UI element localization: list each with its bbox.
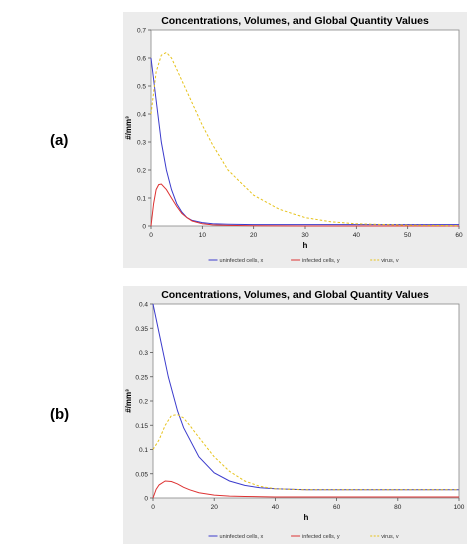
- y-axis-label: #/mm³: [124, 389, 133, 413]
- x-axis-label: h: [303, 241, 308, 250]
- y-tick-label: 0.1: [137, 196, 146, 203]
- series-line-virus: [150, 51, 460, 227]
- y-tick-label: 0.15: [135, 423, 148, 430]
- y-tick-label: 0.1: [139, 447, 148, 454]
- chart-title: Concentrations, Volumes, and Global Quan…: [161, 15, 429, 27]
- x-tick-label: 50: [404, 232, 412, 239]
- series-line-infected-cells: [150, 183, 459, 227]
- series-line-uninfected-cells: [152, 303, 459, 491]
- y-tick-label: 0.2: [139, 399, 148, 406]
- chart-title: Concentrations, Volumes, and Global Quan…: [161, 289, 429, 301]
- chart-a-svg: Concentrations, Volumes, and Global Quan…: [124, 15, 463, 264]
- x-tick-label: 0: [151, 504, 155, 511]
- x-tick-label: 20: [211, 504, 219, 511]
- chart-b-svg: Concentrations, Volumes, and Global Quan…: [124, 289, 465, 540]
- x-tick-label: 40: [272, 504, 280, 511]
- x-tick-label: 100: [454, 504, 465, 511]
- y-tick-label: 0.4: [139, 302, 148, 309]
- chart-panel-a: Concentrations, Volumes, and Global Quan…: [123, 12, 467, 268]
- y-tick-label: 0.05: [135, 471, 148, 478]
- y-tick-label: 0.6: [137, 56, 146, 63]
- chart-panel-b: Concentrations, Volumes, and Global Quan…: [123, 286, 467, 544]
- x-tick-label: 20: [250, 232, 258, 239]
- x-tick-label: 60: [333, 504, 341, 511]
- y-tick-label: 0.7: [137, 28, 146, 35]
- y-tick-label: 0.25: [135, 374, 148, 381]
- plot-area: [152, 303, 460, 499]
- panel-label-b: (b): [50, 406, 70, 423]
- y-axis-label: #/mm³: [124, 116, 133, 140]
- legend-entry: infected cells, y: [302, 534, 340, 540]
- series-line-virus: [152, 414, 459, 491]
- legend-entry: virus, v: [381, 258, 399, 264]
- legend-entry: infected cells, y: [302, 258, 340, 264]
- y-tick-label: 0.3: [139, 350, 148, 357]
- series-line-infected-cells: [152, 480, 459, 499]
- y-tick-label: 0: [142, 224, 146, 231]
- y-tick-label: 0.4: [137, 112, 146, 119]
- y-tick-label: 0.5: [137, 84, 146, 91]
- x-tick-label: 30: [301, 232, 309, 239]
- legend-entry: virus, v: [381, 534, 399, 540]
- y-tick-label: 0.3: [137, 140, 146, 147]
- x-tick-label: 80: [394, 504, 402, 511]
- series-line-uninfected-cells: [150, 57, 459, 226]
- y-tick-label: 0: [144, 496, 148, 503]
- plot-area: [150, 29, 460, 227]
- legend-entry: uninfected cells, x: [220, 258, 264, 264]
- x-tick-label: 10: [199, 232, 207, 239]
- legend-entry: uninfected cells, x: [220, 534, 264, 540]
- panel-label-a: (a): [50, 132, 69, 149]
- y-tick-label: 0.2: [137, 168, 146, 175]
- x-tick-label: 60: [455, 232, 463, 239]
- x-tick-label: 40: [353, 232, 361, 239]
- x-tick-label: 0: [149, 232, 153, 239]
- y-tick-label: 0.35: [135, 326, 148, 333]
- x-axis-label: h: [304, 513, 309, 522]
